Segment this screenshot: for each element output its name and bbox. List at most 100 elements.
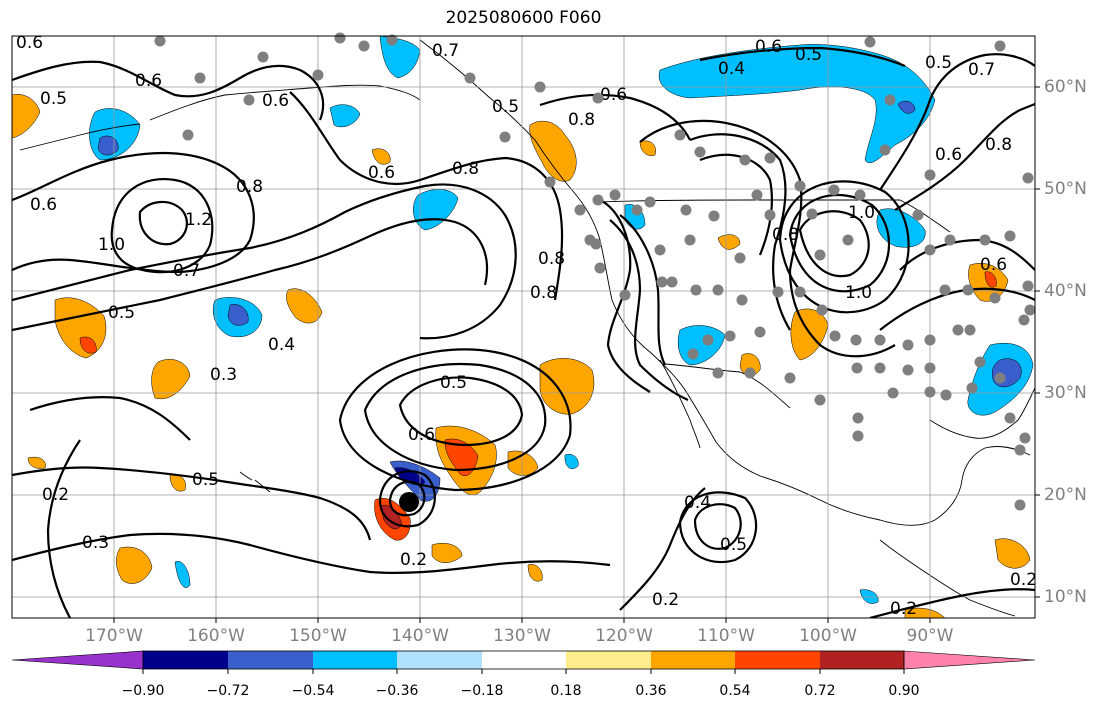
station-dot (592, 194, 604, 206)
station-dot (784, 372, 796, 384)
station-dot (499, 131, 511, 143)
station-dot (644, 196, 656, 208)
shade-positive (539, 358, 595, 415)
station-dot (924, 169, 936, 181)
colorbar-segment (11, 650, 144, 670)
contour-label: 0.5 (440, 373, 467, 393)
station-dot (952, 324, 964, 336)
station-dot (734, 252, 746, 264)
shade-positive (12, 94, 41, 139)
contour-label: 0.7 (968, 60, 995, 80)
contour-labels: 0.6 0.5 0.6 0.6 0.7 0.6 0.5 0.4 0.5 0.7 … (16, 33, 1037, 618)
shade-negative (658, 44, 936, 164)
shade-positive (151, 359, 191, 400)
contour-label: 0.6 (16, 33, 43, 53)
station-dot (864, 36, 876, 48)
hawaii (239, 471, 271, 493)
station-dot (609, 189, 621, 201)
contour-line (398, 376, 524, 447)
contour-line (12, 532, 611, 574)
station-dot (739, 154, 751, 166)
graticule (12, 36, 1035, 618)
station-dot (464, 72, 476, 84)
station-dot (751, 189, 763, 201)
lon-label-110w: 110°W (697, 626, 755, 646)
contour-label: 0.4 (268, 335, 295, 355)
station-dot (852, 412, 864, 424)
station-dot (687, 348, 699, 360)
station-dot (874, 362, 886, 374)
station-dot (902, 339, 914, 351)
colorbar-tick-label: −0.90 (121, 683, 165, 699)
contour-label: 0.5 (925, 53, 952, 73)
station-dot (592, 92, 604, 104)
colorbar-tick-label: 0.36 (635, 683, 667, 699)
shade-positive (984, 271, 997, 288)
contour-label: 1.0 (845, 283, 872, 303)
station-dot (989, 292, 1001, 304)
lat-label-50: 50°N (1044, 179, 1087, 199)
station-dot (724, 330, 736, 342)
contour-label: 0.8 (985, 135, 1012, 155)
station-dot (544, 176, 556, 188)
station-dot (182, 129, 194, 141)
shade-negative (97, 135, 119, 156)
contour-line (699, 46, 906, 68)
contour-line (29, 396, 191, 441)
shade-negative (897, 100, 916, 114)
contour-line (110, 178, 214, 274)
shade-positive (639, 140, 656, 156)
plot-frame (11, 35, 1036, 619)
station-dot (962, 284, 974, 296)
contour-line (693, 503, 742, 550)
colorbar-segment (143, 651, 228, 669)
coastline-central-america (879, 539, 1016, 617)
contour-line (699, 153, 774, 256)
station-dot (1024, 304, 1036, 316)
lon-label-150w: 150°W (289, 626, 347, 646)
colorbar-tick-label: 0.54 (719, 683, 751, 699)
station-dot (1014, 444, 1026, 456)
station-dot (358, 40, 370, 52)
station-dot (884, 94, 896, 106)
station-dot (584, 234, 596, 246)
border-us-mexico (664, 363, 791, 409)
station-dot (772, 286, 784, 298)
station-dot (814, 249, 826, 261)
contour-line (12, 60, 325, 121)
contour-line (798, 210, 870, 278)
shade-negative (859, 589, 879, 604)
contour-line (138, 200, 188, 246)
colorbar-segment (651, 651, 735, 669)
contour-label: 0.2 (1010, 570, 1037, 590)
contour-label: 0.2 (42, 485, 69, 505)
colorbar-segment (228, 651, 313, 669)
station-dot (940, 389, 952, 401)
contour-line (599, 199, 651, 393)
station-dot (243, 94, 255, 106)
colorbar-segment (397, 651, 482, 669)
station-dot (974, 356, 986, 368)
contour-label: 0.8 (568, 110, 595, 130)
colorbar-frame (142, 650, 905, 670)
colorbar-segment (313, 651, 397, 669)
station-dot (1019, 432, 1031, 444)
colorbar-tick-label: 0.90 (888, 683, 920, 699)
station-dot (902, 364, 914, 376)
contour-line (539, 93, 691, 141)
station-dot (712, 284, 724, 296)
contour-label: 0.3 (82, 533, 109, 553)
shade-positive (507, 450, 539, 476)
contour-label: 0.7 (432, 41, 459, 61)
contour-label: 0.4 (718, 59, 745, 79)
station-dot (702, 334, 714, 346)
lat-label-20: 20°N (1044, 485, 1087, 505)
lon-label-90w: 90°W (906, 626, 954, 646)
station-dot (829, 330, 841, 342)
contour-label: 1.2 (185, 210, 212, 230)
colorbar-tick-label: −0.36 (375, 683, 419, 699)
contour-line (894, 102, 1035, 211)
station-dot (879, 144, 891, 156)
contour-line (12, 218, 489, 332)
station-dot (736, 294, 748, 306)
